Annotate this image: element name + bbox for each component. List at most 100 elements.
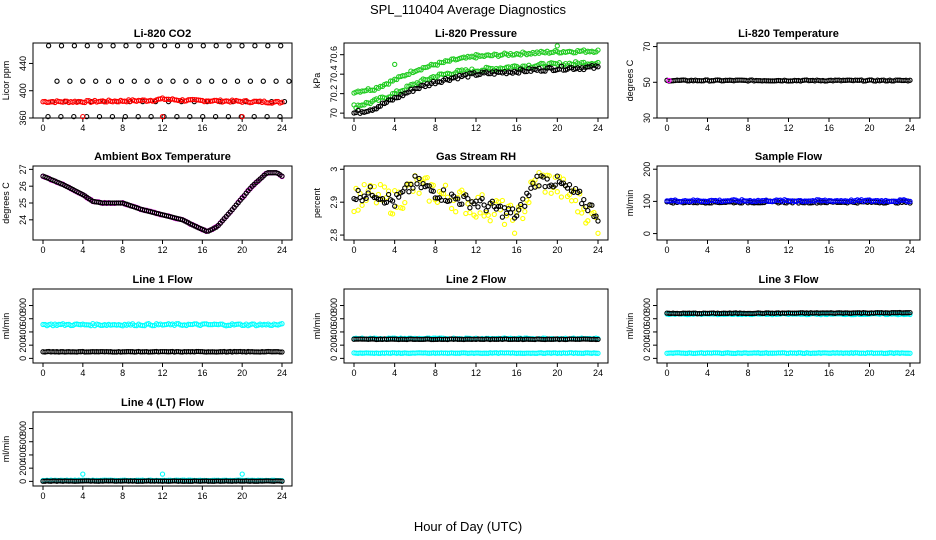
data-point bbox=[54, 78, 60, 84]
data-point bbox=[122, 113, 128, 120]
data-point bbox=[383, 81, 390, 87]
x-tick-label: 12 bbox=[471, 123, 481, 133]
data-point bbox=[149, 43, 155, 49]
data-point bbox=[221, 78, 228, 84]
data-point bbox=[465, 201, 471, 207]
data-point bbox=[279, 321, 285, 327]
panel-box-temp: Ambient Box Temperature 0 4 8 12 16 20 24 24 25 26… bbox=[1, 151, 293, 255]
data-point bbox=[277, 478, 283, 484]
data-point bbox=[389, 90, 396, 97]
data-point bbox=[159, 113, 166, 120]
data-point bbox=[554, 173, 560, 179]
x-tick-label: 16 bbox=[512, 368, 522, 378]
data-point bbox=[371, 194, 377, 201]
data-point bbox=[595, 47, 601, 53]
y-tick-label: 200 bbox=[329, 338, 339, 353]
data-point bbox=[416, 175, 422, 182]
y-tick-label: 0 bbox=[18, 479, 28, 484]
data-point bbox=[239, 43, 245, 49]
y-tick-label: 70.2 bbox=[329, 85, 339, 103]
x-tick-label: 8 bbox=[433, 123, 438, 133]
figure-title: SPL_110404 Average Diagnostics bbox=[370, 2, 567, 17]
x-tick-label: 24 bbox=[593, 368, 603, 378]
panel-title: Line 1 Flow bbox=[133, 274, 193, 286]
data-point bbox=[593, 213, 599, 219]
data-point bbox=[538, 60, 544, 67]
data-point bbox=[385, 188, 392, 194]
data-point bbox=[394, 95, 400, 101]
data-point bbox=[96, 113, 103, 120]
x-tick-label: 8 bbox=[745, 245, 750, 255]
data-point bbox=[200, 113, 206, 120]
data-point bbox=[595, 64, 601, 70]
data-point bbox=[572, 185, 579, 192]
y-tick-label: 50 bbox=[642, 77, 652, 87]
data-point bbox=[457, 201, 463, 208]
data-point bbox=[359, 197, 365, 204]
y-axis-label: ml/min bbox=[1, 436, 11, 463]
y-tick-label: 800 bbox=[329, 298, 339, 313]
data-point bbox=[109, 113, 116, 120]
x-tick-label: 8 bbox=[745, 123, 750, 133]
plot-frame bbox=[32, 411, 293, 487]
data-point bbox=[528, 185, 534, 191]
data-point bbox=[487, 218, 493, 224]
data-point bbox=[473, 214, 479, 220]
data-point bbox=[554, 189, 560, 195]
x-tick-label: 16 bbox=[197, 368, 207, 378]
data-point bbox=[279, 478, 285, 484]
data-point bbox=[359, 202, 365, 208]
y-tick-label: 600 bbox=[18, 434, 28, 449]
data-point bbox=[589, 202, 595, 208]
panel-title: Line 2 Flow bbox=[446, 274, 506, 286]
data-point bbox=[905, 350, 911, 356]
data-point bbox=[520, 196, 526, 202]
data-point bbox=[426, 198, 432, 204]
data-point bbox=[432, 62, 438, 68]
plot-frame bbox=[32, 165, 293, 241]
data-point bbox=[491, 51, 497, 57]
x-tick-label: 20 bbox=[237, 491, 247, 501]
x-tick-label: 20 bbox=[237, 245, 247, 255]
data-point bbox=[213, 43, 219, 49]
data-point bbox=[526, 192, 532, 199]
x-tick-label: 0 bbox=[351, 245, 356, 255]
data-point bbox=[410, 185, 416, 191]
series-blue bbox=[664, 197, 913, 205]
data-point bbox=[595, 350, 601, 356]
data-point bbox=[491, 211, 497, 218]
data-point bbox=[381, 184, 388, 190]
panel-sample-flow: Sample Flow 0 4 8 12 16 20 24 0 100 200 ml/min bbox=[625, 151, 921, 255]
data-point bbox=[501, 221, 508, 228]
data-point bbox=[595, 230, 601, 236]
data-point bbox=[355, 207, 361, 213]
data-point bbox=[71, 113, 77, 120]
series-black bbox=[40, 478, 285, 484]
series-black bbox=[664, 77, 913, 84]
x-tick-label: 0 bbox=[40, 368, 45, 378]
data-point bbox=[483, 208, 489, 214]
data-point bbox=[905, 199, 911, 205]
data-point bbox=[485, 212, 491, 218]
data-point bbox=[252, 43, 258, 49]
data-point bbox=[424, 174, 430, 181]
data-point bbox=[135, 113, 141, 120]
data-point bbox=[583, 204, 589, 210]
x-tick-label: 24 bbox=[905, 245, 915, 255]
x-tick-label: 20 bbox=[552, 368, 562, 378]
data-point bbox=[97, 43, 103, 49]
data-point bbox=[455, 196, 461, 202]
data-point bbox=[273, 78, 279, 84]
series-black bbox=[351, 63, 601, 116]
data-point bbox=[212, 113, 219, 120]
x-tick-label: 24 bbox=[277, 123, 287, 133]
data-point bbox=[907, 77, 913, 83]
data-point bbox=[402, 185, 408, 191]
data-point bbox=[577, 188, 583, 194]
data-point bbox=[585, 207, 591, 214]
data-point bbox=[570, 50, 577, 56]
x-tick-label: 12 bbox=[157, 245, 167, 255]
data-point bbox=[159, 471, 166, 477]
